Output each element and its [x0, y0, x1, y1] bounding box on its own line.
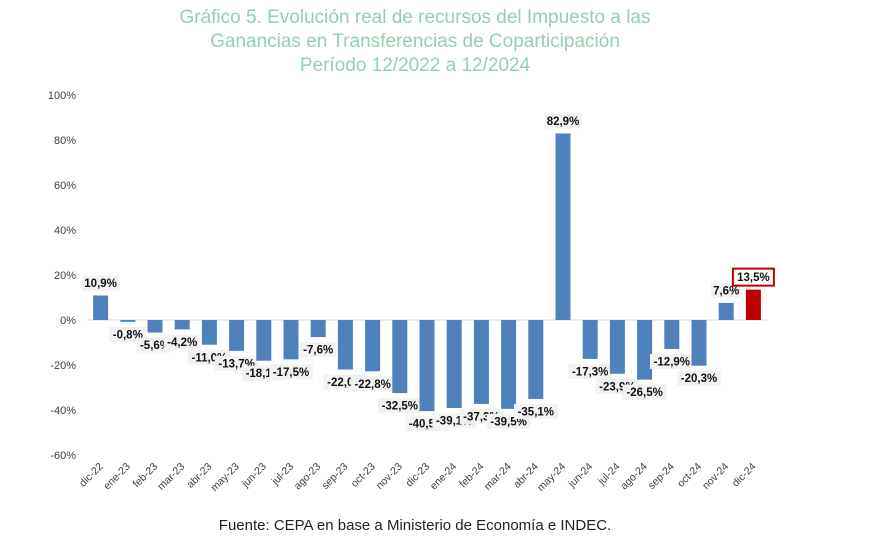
source-note: Fuente: CEPA en base a Ministerio de Eco…	[218, 517, 612, 534]
bar	[419, 320, 435, 412]
data-label-bg	[514, 403, 558, 419]
bar	[664, 320, 680, 350]
chart-title: Gráfico 5. Evolución real de recursos de…	[0, 6, 830, 78]
data-label-bg	[568, 363, 612, 379]
data-label: -32,5%	[382, 401, 418, 413]
chart-title-line-2: Ganancias en Transferencias de Copartici…	[210, 31, 620, 52]
data-label-bg	[269, 364, 313, 380]
data-label: -17,3%	[572, 366, 608, 378]
bar	[392, 320, 408, 394]
bar	[473, 320, 489, 404]
y-tick-label: -20%	[50, 360, 76, 372]
y-tick-label: 60%	[54, 180, 76, 192]
bar	[365, 320, 381, 372]
bar	[310, 320, 326, 338]
data-label-bg	[544, 113, 582, 129]
y-tick-label: -60%	[50, 450, 76, 462]
x-tick-label: may-23	[208, 461, 241, 494]
bar	[528, 320, 544, 399]
data-label-bg	[650, 354, 694, 370]
bar	[174, 320, 190, 330]
x-tick-label: sep-23	[319, 461, 350, 492]
bar	[555, 133, 571, 320]
data-label: 13,5%	[737, 272, 770, 284]
x-tick-label: ago-23	[292, 461, 324, 493]
x-tick-label: sep-24	[646, 461, 677, 492]
bar	[446, 320, 462, 408]
data-label-bg	[350, 376, 395, 392]
x-tick-label: ago-24	[618, 461, 650, 493]
bar	[718, 302, 734, 320]
x-tick-label: mar-24	[482, 461, 514, 493]
bar	[93, 295, 109, 320]
data-label: -4,2%	[167, 337, 197, 349]
x-tick-label: mar-23	[155, 461, 187, 493]
bar	[637, 320, 653, 380]
data-label: -5,6%	[140, 340, 170, 352]
data-label-bg	[163, 334, 201, 350]
x-tick-label: jun-23	[239, 461, 269, 491]
bar	[256, 320, 272, 361]
x-tick-label: oct-23	[349, 461, 378, 490]
x-tick-label: may-24	[535, 461, 568, 494]
data-label: -12,9%	[654, 357, 690, 369]
bar	[501, 320, 517, 409]
bar	[201, 320, 217, 345]
y-tick-label: 80%	[54, 135, 76, 147]
data-label-bg	[82, 275, 120, 291]
data-label: -17,5%	[273, 367, 309, 379]
data-label: -20,3%	[681, 373, 717, 385]
bar	[147, 320, 163, 333]
data-label-bg	[711, 282, 742, 298]
data-label: 82,9%	[547, 116, 580, 128]
chart-title-line-1: Gráfico 5. Evolución real de recursos de…	[179, 7, 651, 28]
y-tick-label: 0%	[60, 315, 76, 327]
data-label: -22,8%	[354, 379, 390, 391]
data-label-bg	[299, 342, 337, 358]
bar	[337, 320, 353, 370]
data-label: 10,9%	[84, 278, 117, 290]
data-label: -26,5%	[626, 387, 662, 399]
data-label: 7,6%	[713, 285, 739, 297]
data-label-bg	[378, 398, 422, 414]
data-label-highlight-box	[731, 267, 775, 287]
x-tick-label: ene-24	[428, 461, 460, 493]
data-label: -35,1%	[518, 406, 554, 418]
data-label: -7,6%	[303, 345, 333, 357]
x-tick-label: jun-24	[565, 461, 595, 491]
bar	[691, 320, 707, 366]
y-tick-label: 40%	[54, 225, 76, 237]
bar	[609, 320, 625, 374]
data-label: -39,5%	[490, 416, 526, 428]
x-tick-label: ene-23	[101, 461, 133, 493]
bar	[283, 320, 299, 360]
y-tick-label: -40%	[50, 405, 76, 417]
data-label: -0,8%	[113, 329, 143, 341]
y-tick-label: 20%	[54, 270, 76, 282]
bar	[582, 320, 598, 359]
data-label-bg	[622, 384, 667, 400]
y-tick-label: 100%	[48, 90, 76, 102]
bar	[229, 320, 245, 351]
data-label-bg	[677, 370, 721, 386]
chart-title-line-3: Período 12/2022 a 12/2024	[299, 55, 531, 76]
bar	[120, 320, 136, 322]
x-tick-label: dic-24	[730, 461, 759, 490]
x-tick-label: nov-23	[374, 461, 405, 492]
x-tick-label: oct-24	[675, 461, 704, 490]
bar	[745, 289, 761, 320]
x-tick-label: nov-24	[700, 461, 731, 492]
